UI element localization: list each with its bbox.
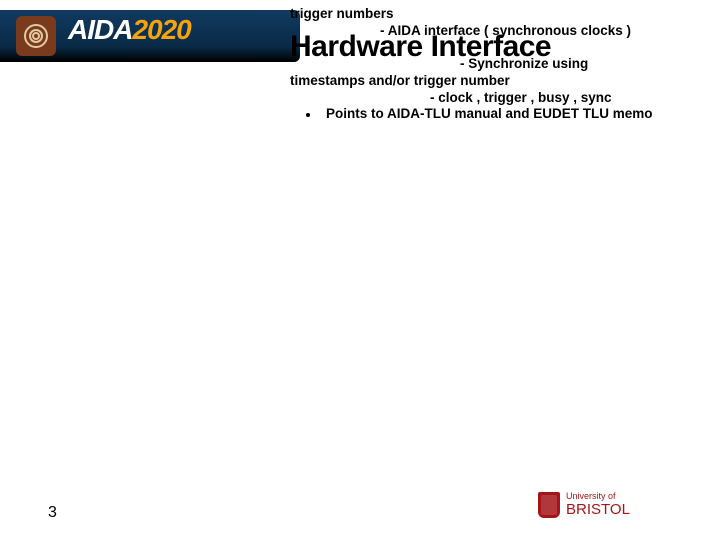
page-number: 3 [48,504,57,522]
aida-logo-icon [16,16,56,56]
line-timestamps: timestamps and/or trigger number [290,73,710,90]
page-title: Hardware Interface [290,30,551,64]
bristol-crest-icon [538,492,560,518]
bullet-row: Points to AIDA-TLU manual and EUDET TLU … [290,106,710,123]
header-banner: AIDA2020 [0,10,300,62]
slide: AIDA2020 trigger numbers - AIDA interfac… [0,0,720,540]
bristol-logo: University of BRISTOL [538,492,698,518]
brand-label: AIDA2020 [68,14,191,46]
knot-icon [24,24,48,48]
bullet-icon [290,106,326,123]
bullet-text: Points to AIDA-TLU manual and EUDET TLU … [326,106,710,123]
brand-year: 2020 [132,14,190,45]
line-trigger-numbers: trigger numbers [290,6,710,23]
content-block: trigger numbers - AIDA interface ( synch… [290,6,710,123]
brand-text: AIDA [68,14,132,45]
bristol-name: BRISTOL [566,502,630,518]
bristol-text: University of BRISTOL [566,492,630,517]
line-signals: - clock , trigger , busy , sync [290,90,710,107]
